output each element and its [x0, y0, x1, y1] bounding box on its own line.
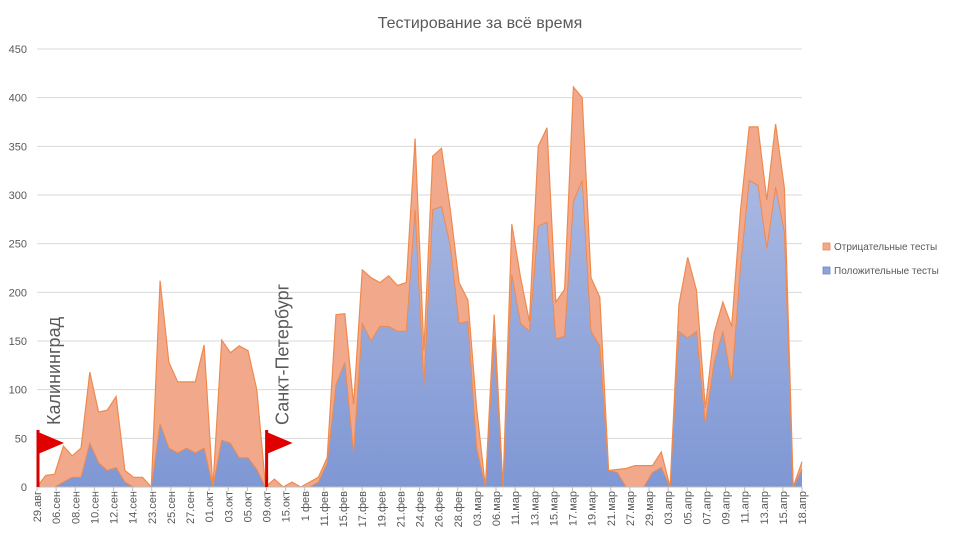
x-tick-label: 03.окт [223, 491, 235, 522]
x-tick-label: 29.авг [32, 491, 44, 522]
x-tick-label: 11.апр [740, 491, 752, 524]
area-series [36, 85, 803, 489]
y-tick-label: 50 [15, 433, 27, 445]
flag [38, 432, 64, 454]
x-tick-label: 27.мар [625, 491, 637, 526]
y-tick-label: 300 [9, 190, 27, 202]
line-negative-tests [36, 85, 803, 489]
y-axis-tick-labels: 0 50 100 150 200 250 300 350 400 450 [9, 44, 27, 494]
x-tick-label: 13.апр [759, 491, 771, 524]
x-axis-tick-labels: 29.авг 06.сен 08.сен 10.сен 12.сен 14.сен 23.с… [32, 491, 809, 527]
x-tick-label: 09.апр [721, 491, 733, 524]
legend: Отрицательные тесты Положительные тесты [822, 242, 939, 277]
x-tick-label: 15.апр [778, 491, 790, 524]
x-tick-label: 21.мар [606, 491, 618, 526]
x-tick-label: 07.апр [701, 491, 713, 524]
x-tick-label: 06.мар [491, 491, 503, 526]
x-tick-label: 15.фев [338, 491, 350, 527]
x-tick-label: 06.сен [51, 491, 63, 524]
legend-label: Отрицательные тесты [834, 242, 937, 253]
x-tick-label: 03.апр [663, 491, 675, 524]
x-tick-label: 26.фев [434, 491, 446, 527]
y-tick-label: 400 [9, 93, 27, 105]
x-tick-label: 17.мар [568, 491, 580, 526]
x-tick-label: 13.мар [529, 491, 541, 526]
x-tick-label: 1 фев [300, 491, 312, 521]
x-tick-label: 18.апр [797, 491, 809, 524]
x-tick-label: 21.фев [395, 491, 407, 527]
y-tick-label: 250 [9, 239, 27, 251]
x-tick-label: 28.фев [453, 491, 465, 527]
x-tick-label: 11.фев [319, 491, 331, 527]
x-axis [36, 486, 803, 491]
x-tick-label: 27.сен [185, 491, 197, 524]
annotations: Калининград Санкт-Петербург [36, 283, 293, 487]
x-tick-label: 19.фев [376, 491, 388, 527]
x-tick-label: 29.мар [644, 491, 656, 526]
x-tick-label: 10.сен [89, 491, 101, 524]
area-negative-tests [37, 87, 802, 487]
y-tick-label: 100 [9, 385, 27, 397]
legend-swatch [822, 242, 831, 251]
line-positive-tests [37, 179, 803, 488]
x-tick-label: 05.окт [242, 491, 254, 522]
legend-swatch [822, 266, 831, 275]
annotation-label: Калининград [44, 316, 64, 425]
x-tick-label: 08.сен [70, 491, 82, 524]
y-tick-label: 0 [21, 482, 27, 494]
legend-label: Положительные тесты [834, 266, 939, 277]
chart-title: Тестирование за всё время [378, 15, 582, 32]
x-tick-label: 25.сен [166, 491, 178, 524]
annotation-label: Санкт-Петербург [273, 283, 293, 425]
x-tick-label: 19.мар [587, 491, 599, 526]
y-tick-label: 200 [9, 287, 27, 299]
x-tick-label: 09.окт [262, 491, 274, 522]
y-tick-label: 150 [9, 336, 27, 348]
x-tick-label: 05.апр [682, 491, 694, 524]
flag [266, 432, 293, 454]
x-tick-label: 03.мар [472, 491, 484, 526]
x-tick-label: 23.сен [147, 491, 159, 524]
x-tick-label: 17.фев [357, 491, 369, 527]
x-tick-label: 12.сен [109, 491, 121, 524]
area-positive-tests [37, 180, 802, 487]
y-tick-label: 350 [9, 141, 27, 153]
x-tick-label: 14.сен [128, 491, 140, 524]
x-tick-label: 24.фев [415, 491, 427, 527]
x-tick-label: 15.окт [281, 491, 293, 522]
y-tick-label: 450 [9, 44, 27, 56]
x-tick-label: 01.окт [204, 491, 216, 522]
x-tick-label: 15.мар [548, 491, 560, 526]
x-tick-label: 11.мар [510, 491, 522, 525]
